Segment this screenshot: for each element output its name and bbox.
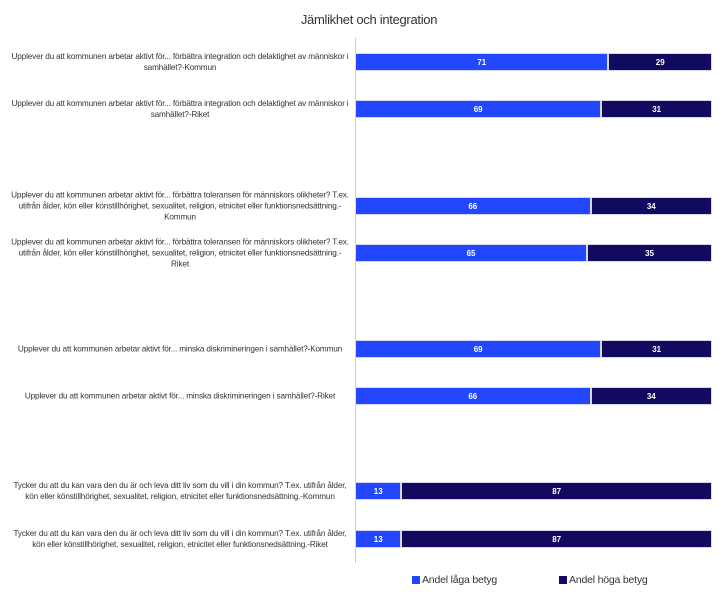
category-label: Tycker du att du kan vara den du är och … xyxy=(13,529,347,549)
data-label: 66 xyxy=(468,201,478,211)
category-label: Upplever du att kommunen arbetar aktivt … xyxy=(24,391,336,401)
category-label: Tycker du att du kan vara den du är och … xyxy=(13,481,347,501)
data-label: 34 xyxy=(646,201,656,211)
category-axis-line xyxy=(355,38,356,563)
category-label: Upplever du att kommunen arbetar aktivt … xyxy=(17,344,343,354)
bar-low[interactable]: 13 xyxy=(355,530,402,548)
legend-label-low: Andel låga betyg xyxy=(422,574,498,586)
bar-high[interactable]: 87 xyxy=(401,482,712,500)
data-label: 13 xyxy=(373,486,383,496)
data-label: 31 xyxy=(652,104,662,114)
category-label: Upplever du att kommunen arbetar aktivt … xyxy=(11,99,349,119)
bar-high[interactable]: 29 xyxy=(608,53,712,71)
data-label: 69 xyxy=(473,344,483,354)
chart-title: Jämlikhet och integration xyxy=(300,12,438,27)
bar-low[interactable]: 66 xyxy=(355,197,591,215)
legend: Andel låga betyg Andel höga betyg xyxy=(412,574,648,586)
data-label: 65 xyxy=(466,248,476,258)
bar-high[interactable]: 31 xyxy=(601,100,712,118)
data-label: 71 xyxy=(477,57,487,67)
bar-low[interactable]: 65 xyxy=(355,244,588,262)
data-label: 87 xyxy=(552,534,562,544)
bar-high[interactable]: 31 xyxy=(601,340,712,358)
data-label: 87 xyxy=(552,486,562,496)
data-label: 34 xyxy=(646,391,656,401)
bar-high[interactable]: 34 xyxy=(590,387,712,405)
category-label: Upplever du att kommunen arbetar aktivt … xyxy=(11,52,349,72)
bar-high[interactable]: 35 xyxy=(587,244,712,262)
bar-low[interactable]: 71 xyxy=(355,53,609,71)
bar-low[interactable]: 69 xyxy=(355,100,602,118)
legend-item-high[interactable]: Andel höga betyg xyxy=(559,574,648,586)
data-label: 66 xyxy=(468,391,478,401)
category-label: Upplever du att kommunen arbetar aktivt … xyxy=(11,237,349,269)
data-label: 31 xyxy=(652,344,662,354)
bar-low[interactable]: 13 xyxy=(355,482,402,500)
legend-item-low[interactable]: Andel låga betyg xyxy=(412,574,497,586)
legend-swatch-low xyxy=(412,576,420,584)
bar-low[interactable]: 69 xyxy=(355,340,602,358)
data-label: 69 xyxy=(473,104,483,114)
category-label: Upplever du att kommunen arbetar aktivt … xyxy=(11,190,349,222)
legend-swatch-high xyxy=(559,576,568,584)
legend-label-high: Andel höga betyg xyxy=(569,574,648,586)
bar-low[interactable]: 66 xyxy=(355,387,591,405)
data-label: 35 xyxy=(645,248,654,258)
bar-high[interactable]: 87 xyxy=(401,530,712,548)
bar-high[interactable]: 34 xyxy=(590,197,712,215)
data-label: 29 xyxy=(655,57,665,67)
data-label: 13 xyxy=(373,534,383,544)
